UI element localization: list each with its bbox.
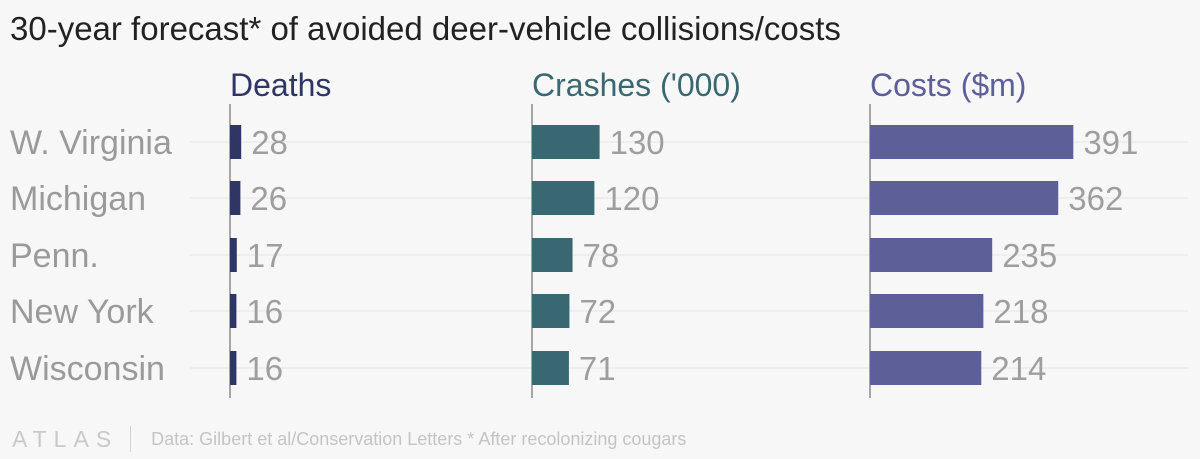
- bar: [870, 294, 984, 328]
- footer-divider: [130, 426, 132, 452]
- data-label: 362: [1068, 180, 1123, 217]
- bar: [230, 351, 237, 385]
- data-label: 391: [1083, 124, 1138, 161]
- category-label: Penn.: [10, 237, 99, 275]
- bar: [870, 125, 1074, 159]
- data-label: 72: [579, 293, 616, 330]
- category-label: Wisconsin: [10, 350, 165, 388]
- bar: [870, 181, 1059, 215]
- bar: [532, 181, 595, 215]
- data-label: 28: [251, 124, 288, 161]
- data-label: 78: [583, 237, 620, 274]
- bar: [230, 238, 237, 272]
- footer: ATLAS Data: Gilbert et al/Conservation L…: [12, 424, 686, 454]
- data-label: 218: [993, 293, 1048, 330]
- bar: [230, 125, 242, 159]
- bar: [870, 351, 982, 385]
- data-label: 130: [610, 124, 665, 161]
- data-label: 26: [250, 180, 287, 217]
- data-label: 120: [604, 180, 659, 217]
- category-label: W. Virginia: [10, 124, 172, 162]
- data-label: 71: [579, 350, 616, 387]
- bar: [230, 181, 241, 215]
- bar: [870, 238, 993, 272]
- data-label: 16: [246, 293, 283, 330]
- data-label: 16: [246, 350, 283, 387]
- panel-header: Deaths: [230, 67, 331, 103]
- panel-header: Crashes ('000): [532, 67, 741, 103]
- bar: [532, 351, 569, 385]
- atlas-logo: ATLAS: [12, 425, 119, 452]
- data-label: 235: [1002, 237, 1057, 274]
- bar: [230, 294, 237, 328]
- source-note: Data: Gilbert et al/Conservation Letters…: [151, 428, 687, 449]
- panel-header: Costs ($m): [870, 67, 1026, 103]
- data-label: 214: [991, 350, 1046, 387]
- chart-canvas: W. Virginia Michigan Penn. New York Wisconsi…: [10, 67, 1188, 398]
- bar: [532, 125, 600, 159]
- bar: [532, 294, 570, 328]
- data-label: 17: [247, 237, 284, 274]
- bar: [532, 238, 573, 272]
- category-label: New York: [10, 293, 155, 331]
- chart-title: 30-year forecast* of avoided deer-vehicl…: [10, 10, 841, 47]
- category-label: Michigan: [10, 180, 146, 218]
